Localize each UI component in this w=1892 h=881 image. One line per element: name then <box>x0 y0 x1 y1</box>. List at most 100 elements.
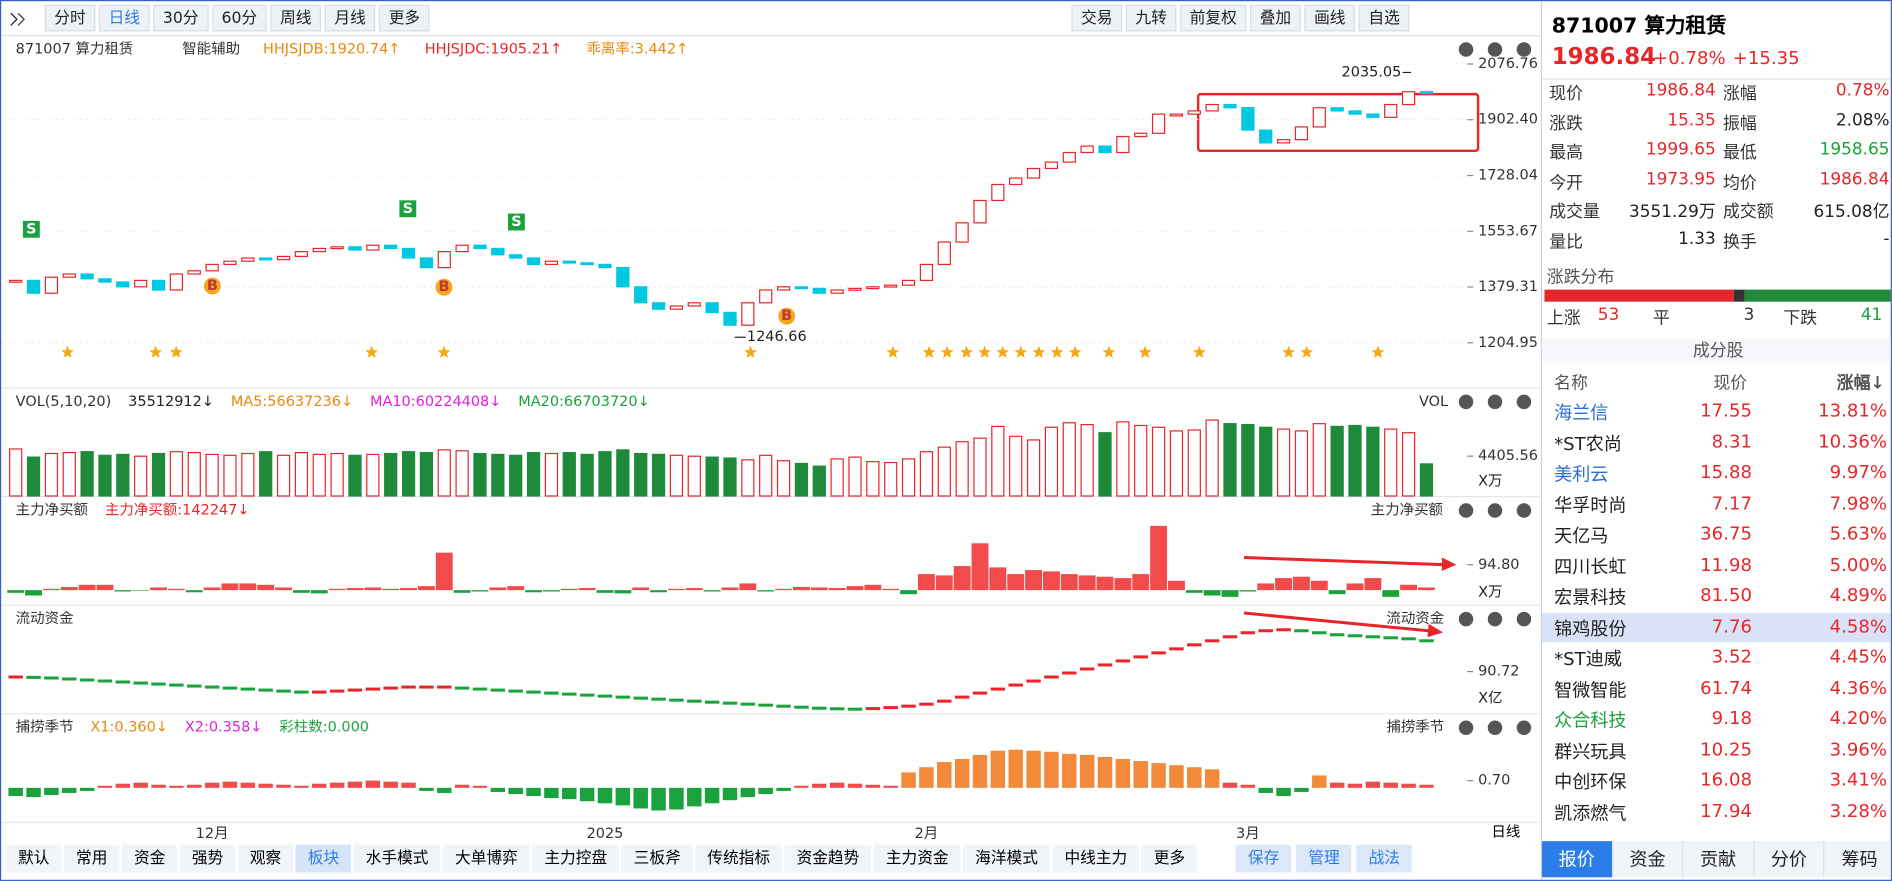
volume-bar <box>437 449 451 497</box>
period-button[interactable]: 分时 <box>44 4 96 32</box>
stock-name[interactable]: 凯添燃气 <box>1554 801 1627 824</box>
period-button[interactable]: 更多 <box>379 4 430 32</box>
indicator-tab[interactable]: 强势 <box>179 844 236 873</box>
candle <box>1044 161 1059 170</box>
net-buy-bar <box>989 567 1007 591</box>
stock-name[interactable]: 美利云 <box>1554 463 1609 486</box>
net-buy-bar <box>1185 590 1203 593</box>
tool-button[interactable]: 九转 <box>1125 4 1177 32</box>
expand-icon[interactable] <box>10 12 18 26</box>
volume-bar <box>241 452 255 497</box>
net-buy-bar <box>114 590 132 592</box>
candle <box>1419 91 1434 95</box>
panel-icon <box>1487 394 1503 410</box>
candle <box>1151 113 1166 134</box>
indicator-tab[interactable]: 板块 <box>295 844 352 873</box>
indicator-tab[interactable]: 常用 <box>63 844 120 873</box>
panel-tab[interactable]: 筹码 <box>1823 841 1891 878</box>
candle <box>491 247 505 256</box>
net-buy-bar <box>650 590 668 593</box>
period-button[interactable]: 月线 <box>324 4 376 32</box>
stock-name[interactable]: 锦鸡股份 <box>1554 617 1627 640</box>
period-button[interactable]: 日线 <box>98 4 150 32</box>
net-buy-bar <box>1292 576 1310 591</box>
period-button[interactable]: 周线 <box>270 4 322 32</box>
net-buy-bar <box>203 587 221 591</box>
tool-button[interactable]: 前复权 <box>1180 4 1247 32</box>
field-label: 均价 <box>1723 173 1757 193</box>
panel-tab[interactable]: 资金 <box>1611 841 1683 878</box>
tool-button[interactable]: 自选 <box>1358 4 1410 32</box>
indicator-value: 乖离率:3.442↑ <box>586 40 688 57</box>
stock-name[interactable]: *ST农尚 <box>1554 432 1622 455</box>
stock-name[interactable]: 群兴玩具 <box>1554 740 1627 763</box>
panel-tab[interactable]: 报价 <box>1542 841 1612 878</box>
candle <box>937 241 951 266</box>
net-buy-bar <box>542 590 560 592</box>
volume-bar <box>1062 422 1076 497</box>
panel-tab[interactable]: 分价 <box>1752 841 1824 878</box>
field-value: 1999.65 <box>1645 139 1716 160</box>
indicator-tab[interactable]: 大单博弈 <box>442 844 530 873</box>
panel-title: 主力净买额 <box>16 501 89 518</box>
volume-bar <box>580 453 594 497</box>
indicator-tab[interactable]: 主力资金 <box>873 844 961 873</box>
signal-star <box>940 345 954 358</box>
stock-name[interactable]: 智微智能 <box>1554 678 1627 701</box>
stock-name[interactable]: 众合科技 <box>1554 709 1627 732</box>
candle <box>812 287 826 294</box>
panel-icon <box>1458 611 1474 627</box>
action-button[interactable]: 战法 <box>1356 844 1413 873</box>
net-buy-bar <box>328 588 346 591</box>
volume-bar <box>562 451 576 497</box>
indicator-tab[interactable]: 海洋模式 <box>963 844 1051 873</box>
period-button[interactable]: 30分 <box>153 4 209 32</box>
volume-bar <box>98 454 112 497</box>
stock-name[interactable]: 华孚时尚 <box>1554 494 1627 516</box>
field-value: 1986.84 <box>1819 169 1890 189</box>
action-button[interactable]: 管理 <box>1296 844 1352 873</box>
indicator-tab[interactable]: 三板斧 <box>621 844 693 873</box>
tool-button[interactable]: 画线 <box>1304 4 1356 32</box>
indicator-tab[interactable]: 资金趋势 <box>784 844 872 873</box>
action-button[interactable]: 保存 <box>1235 844 1292 873</box>
indicator-tab[interactable]: 水手模式 <box>353 844 441 873</box>
panel-tab[interactable]: 贡献 <box>1682 841 1753 878</box>
panel-icon <box>1516 611 1532 627</box>
tool-button[interactable]: 叠加 <box>1250 4 1301 32</box>
indicator-tab[interactable]: 中线主力 <box>1052 844 1140 873</box>
volume-bar <box>616 449 630 497</box>
indicator-value: HHJSJDC:1905.21↑ <box>425 41 563 57</box>
volume-bar <box>1080 423 1094 497</box>
panel-icon <box>1516 503 1532 518</box>
volume-bar <box>9 448 23 497</box>
annotation-arrow <box>1243 556 1447 567</box>
season-bar <box>169 785 184 788</box>
stock-name[interactable]: *ST迪威 <box>1554 648 1622 670</box>
indicator-value: X1:0.360↓ <box>90 720 168 736</box>
indicator-tab[interactable]: 更多 <box>1141 844 1198 873</box>
indicator-tab[interactable]: 资金 <box>121 844 178 873</box>
candle <box>134 279 148 288</box>
stock-name[interactable]: 天亿马 <box>1554 524 1609 547</box>
indicator-tab[interactable]: 传统指标 <box>695 844 783 873</box>
stock-name[interactable]: 宏景科技 <box>1554 586 1627 609</box>
tool-button[interactable]: 交易 <box>1071 4 1123 32</box>
indicator-tab[interactable]: 主力控盘 <box>532 844 620 873</box>
stock-name[interactable]: 中创环保 <box>1554 771 1627 793</box>
candle <box>794 286 809 290</box>
net-buy-bar <box>1096 576 1114 591</box>
stock-change: 4.45% <box>1829 645 1888 668</box>
expand-icon[interactable] <box>10 12 25 26</box>
season-bar <box>1115 758 1131 788</box>
stock-name[interactable]: 海兰信 <box>1554 401 1609 424</box>
indicator-tab[interactable]: 观察 <box>237 844 294 873</box>
stock-name[interactable]: 四川长虹 <box>1554 555 1627 578</box>
indicator-tab[interactable]: 默认 <box>6 844 62 873</box>
season-bar <box>562 787 577 800</box>
indicator-value: X2:0.358↓ <box>185 720 263 736</box>
volume-bar <box>723 457 737 497</box>
season-bar <box>651 787 666 811</box>
season-bar <box>794 785 809 788</box>
period-button[interactable]: 60分 <box>211 4 267 32</box>
